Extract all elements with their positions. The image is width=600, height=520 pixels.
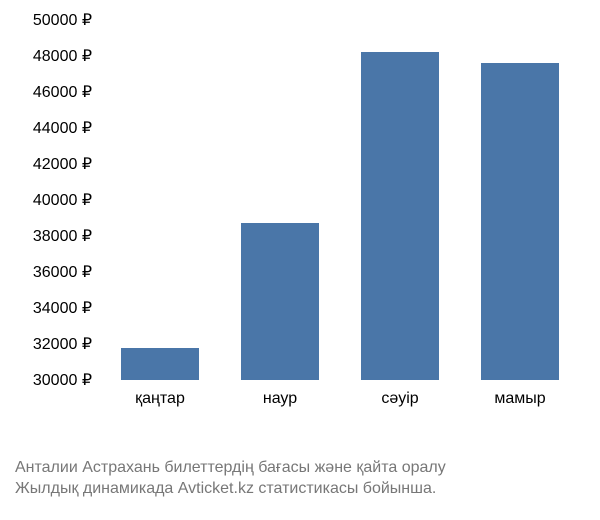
y-tick-label: 42000 ₽ bbox=[33, 154, 92, 174]
y-tick-label: 46000 ₽ bbox=[33, 82, 92, 102]
y-tick-label: 30000 ₽ bbox=[33, 370, 92, 390]
y-tick-label: 36000 ₽ bbox=[33, 262, 92, 282]
y-tick-label: 32000 ₽ bbox=[33, 334, 92, 354]
chart-caption: Анталии Астрахань билеттердің бағасы жән… bbox=[15, 457, 585, 500]
caption-line-2: Жылдық динамикада Avticket.kz статистика… bbox=[15, 478, 585, 500]
plot-area bbox=[100, 20, 580, 380]
x-tick-label: қаңтар bbox=[135, 390, 185, 408]
y-tick-label: 50000 ₽ bbox=[33, 10, 92, 30]
y-tick-label: 48000 ₽ bbox=[33, 46, 92, 66]
x-tick-label: мамыр bbox=[494, 390, 545, 408]
price-chart: 30000 ₽ 32000 ₽ 34000 ₽ 36000 ₽ 38000 ₽ 40000… bbox=[10, 20, 590, 440]
bar bbox=[481, 63, 559, 380]
bar bbox=[241, 223, 319, 380]
x-tick-label: сәуір bbox=[381, 390, 418, 408]
y-tick-label: 40000 ₽ bbox=[33, 190, 92, 210]
bar bbox=[361, 52, 439, 380]
y-axis: 30000 ₽32000 ₽34000 ₽36000 ₽38000 ₽40000… bbox=[10, 20, 100, 380]
y-tick-label: 34000 ₽ bbox=[33, 298, 92, 318]
x-tick-label: наур bbox=[263, 390, 297, 408]
caption-line-1: Анталии Астрахань билеттердің бағасы жән… bbox=[15, 457, 585, 479]
y-tick-label: 44000 ₽ bbox=[33, 118, 92, 138]
x-axis: қаңтар наур сәуір мамыр bbox=[100, 390, 580, 420]
y-tick-label: 38000 ₽ bbox=[33, 226, 92, 246]
bar bbox=[121, 348, 199, 380]
